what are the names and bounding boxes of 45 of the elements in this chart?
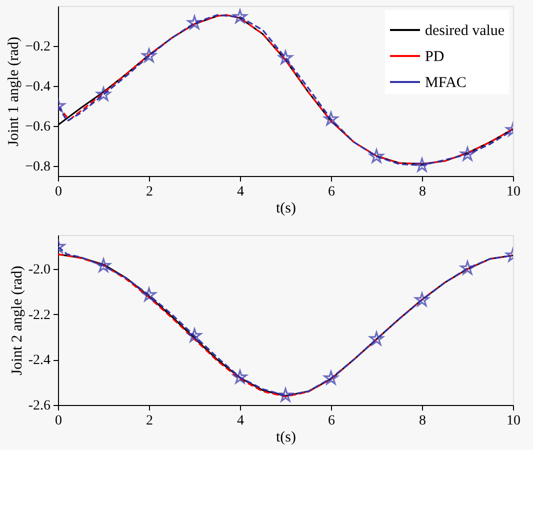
x-tick-label: 6 [328, 414, 335, 428]
point [187, 15, 202, 30]
x-tick-label: 10 [506, 414, 520, 428]
y-axis-title: Joint 1 angle (rad) [6, 36, 22, 146]
x-tick-label: 6 [328, 184, 335, 200]
legend-label: desired value [425, 23, 505, 39]
x-tick-label: 8 [419, 184, 426, 200]
point [369, 149, 384, 163]
point [96, 87, 111, 101]
x-tick-label: 2 [146, 414, 153, 428]
legend-label: MFAC [425, 75, 466, 91]
y-tick-label: -2.0 [28, 262, 50, 278]
point [187, 328, 202, 342]
point [460, 260, 475, 275]
x-tick-label: 4 [237, 184, 244, 200]
y-tick-label: −0.8 [25, 160, 50, 174]
point [96, 258, 111, 272]
y-tick-label: -2.6 [28, 398, 50, 414]
point [142, 288, 156, 302]
point [414, 292, 430, 306]
y-tick-label: −0.6 [25, 120, 50, 134]
point [142, 48, 156, 62]
x-tick-label: 10 [506, 184, 520, 200]
point [232, 9, 248, 24]
x-axis-title: t(s) [276, 430, 296, 446]
y-tick-label: -2.2 [28, 308, 50, 323]
x-axis-title: t(s) [276, 200, 296, 216]
point [369, 332, 384, 346]
y-tick-label: −0.2 [25, 40, 50, 54]
legend-label: PD [425, 49, 444, 65]
x-tick-label: 0 [55, 184, 62, 200]
point [324, 370, 338, 384]
y-tick-label: −0.4 [25, 80, 50, 94]
point [414, 158, 430, 172]
x-tick-label: 2 [146, 184, 153, 200]
point [278, 50, 293, 64]
y-axis-title: Joint 2 angle (rad) [9, 266, 26, 376]
point [232, 370, 248, 384]
point [278, 388, 293, 402]
x-tick-label: 8 [419, 414, 426, 428]
point [460, 146, 475, 161]
y-tick-label: -2.4 [28, 353, 50, 368]
x-tick-label: 0 [55, 414, 62, 428]
x-tick-label: 4 [237, 414, 244, 428]
point [324, 112, 338, 126]
